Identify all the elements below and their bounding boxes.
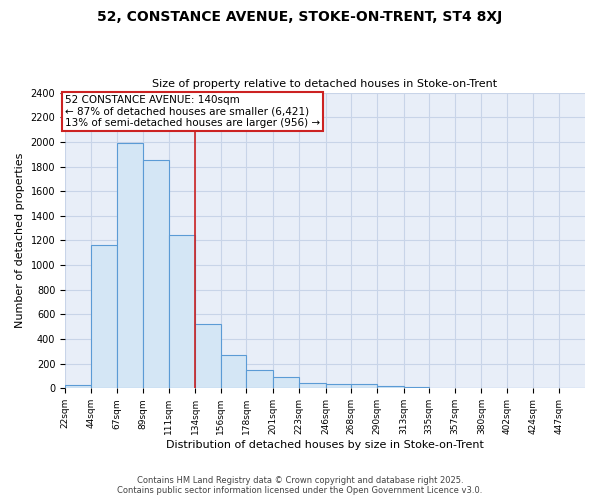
Bar <box>196 324 221 388</box>
X-axis label: Distribution of detached houses by size in Stoke-on-Trent: Distribution of detached houses by size … <box>166 440 484 450</box>
Y-axis label: Number of detached properties: Number of detached properties <box>15 153 25 328</box>
Bar <box>299 383 326 388</box>
Bar <box>169 235 196 388</box>
Text: 52, CONSTANCE AVENUE, STOKE-ON-TRENT, ST4 8XJ: 52, CONSTANCE AVENUE, STOKE-ON-TRENT, ST… <box>97 10 503 24</box>
Bar <box>247 370 273 388</box>
Bar <box>65 386 91 388</box>
Text: 52 CONSTANCE AVENUE: 140sqm
← 87% of detached houses are smaller (6,421)
13% of : 52 CONSTANCE AVENUE: 140sqm ← 87% of det… <box>65 95 320 128</box>
Bar <box>91 245 118 388</box>
Bar <box>273 378 299 388</box>
Bar <box>377 386 404 388</box>
Bar <box>351 384 377 388</box>
Bar <box>143 160 169 388</box>
Title: Size of property relative to detached houses in Stoke-on-Trent: Size of property relative to detached ho… <box>152 79 497 89</box>
Bar <box>326 384 351 388</box>
Bar <box>118 143 143 388</box>
Bar <box>221 355 247 388</box>
Text: Contains HM Land Registry data © Crown copyright and database right 2025.
Contai: Contains HM Land Registry data © Crown c… <box>118 476 482 495</box>
